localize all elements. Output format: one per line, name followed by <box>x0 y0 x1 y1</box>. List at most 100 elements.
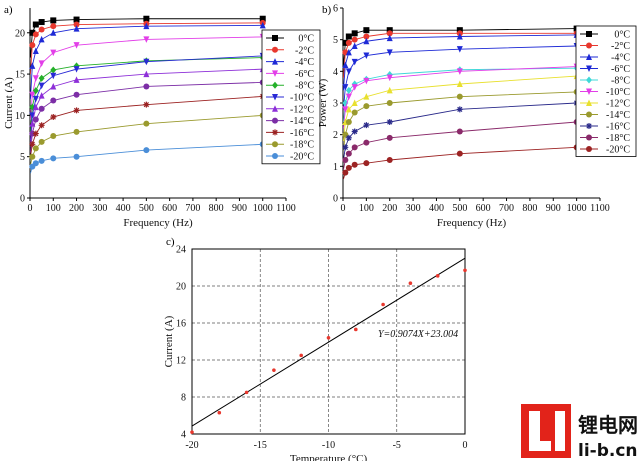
legend-marker <box>272 129 278 136</box>
legend-marker <box>272 105 278 112</box>
data-point <box>29 91 36 99</box>
legend-marker <box>586 146 592 152</box>
x-tick-label: 700 <box>185 203 200 214</box>
legend-marker <box>272 70 278 77</box>
data-point <box>386 119 393 125</box>
data-point <box>342 106 349 113</box>
legend-entry: -8°C <box>295 81 314 92</box>
legend-entry: -12°C <box>606 99 630 110</box>
data-point <box>326 336 331 340</box>
legend-entry: -2°C <box>611 41 630 52</box>
data-point <box>272 368 276 372</box>
data-point <box>29 120 36 127</box>
y-tick-label: 20 <box>15 28 25 39</box>
data-point <box>342 169 349 176</box>
panel-c-label: c) <box>166 236 175 248</box>
y-tick-label: 0 <box>333 194 338 205</box>
y-tick-label: 0 <box>20 194 25 205</box>
legend-marker <box>586 65 592 72</box>
y-tick-label: 3 <box>333 99 338 110</box>
x-tick-label: 800 <box>522 203 537 214</box>
data-point <box>463 268 467 273</box>
y-axis-title: Power (W) <box>317 78 329 127</box>
data-point <box>73 76 80 83</box>
data-point <box>342 39 349 46</box>
data-point <box>50 133 57 140</box>
data-point <box>32 145 39 152</box>
li-b-logo: 锂电网 li-b.cn <box>521 404 638 461</box>
data-point <box>29 112 36 119</box>
data-point <box>32 95 39 103</box>
data-point <box>345 119 352 125</box>
x-tick-label: 200 <box>69 203 84 214</box>
legend-entry: 0°C <box>298 34 314 45</box>
data-point <box>73 91 80 98</box>
x-tick-label: -10 <box>322 440 335 451</box>
data-point <box>456 128 463 135</box>
legend-entry: -20°C <box>606 145 630 156</box>
data-point <box>29 153 36 160</box>
data-point <box>456 80 463 87</box>
data-point <box>456 33 463 40</box>
legend-entry: -12°C <box>290 104 314 115</box>
data-point <box>345 68 352 75</box>
x-tick-label: 0 <box>463 440 468 451</box>
legend-entry: -8°C <box>611 76 630 87</box>
legend-marker <box>586 111 592 118</box>
legend-entry: -16°C <box>606 122 630 133</box>
data-point <box>363 103 370 110</box>
legend-entry: -16°C <box>290 128 314 139</box>
y-tick-label: 15 <box>15 70 25 81</box>
y-axis-title: Current (A) <box>163 315 175 367</box>
data-point <box>345 150 352 157</box>
data-point <box>190 430 194 434</box>
data-point <box>386 49 393 56</box>
y-tick-label: 4 <box>333 67 338 78</box>
data-point <box>363 122 370 129</box>
data-point <box>38 157 45 164</box>
data-point <box>143 58 150 66</box>
data-point <box>50 72 57 80</box>
x-tick-label: 900 <box>232 203 247 214</box>
legend-marker <box>586 76 592 84</box>
logo-chinese-text: 锂电网 <box>578 413 638 437</box>
data-point <box>386 134 393 141</box>
legend-entry: -2°C <box>295 45 314 56</box>
y-tick-label: 12 <box>176 356 186 367</box>
data-point <box>50 49 57 57</box>
data-point <box>342 144 349 151</box>
x-tick-label: 1100 <box>590 203 610 214</box>
data-point <box>38 26 45 33</box>
x-tick-label: 400 <box>116 203 131 214</box>
data-point <box>345 86 352 94</box>
data-point <box>143 36 150 43</box>
legend-marker <box>586 123 592 129</box>
series-line-3 <box>343 45 577 110</box>
legend-entry: -18°C <box>290 140 314 151</box>
data-point <box>363 52 370 59</box>
x-tick-label: 200 <box>382 203 397 214</box>
data-point <box>73 153 80 160</box>
data-point <box>32 160 39 167</box>
series-line-7 <box>343 91 577 151</box>
data-point <box>244 390 249 395</box>
data-point <box>386 74 393 82</box>
data-point <box>386 34 393 42</box>
data-point <box>456 27 463 34</box>
logo-glyph-bar-1 <box>529 411 540 451</box>
legend-marker <box>272 153 278 159</box>
data-point <box>342 84 349 91</box>
data-point <box>408 281 413 286</box>
logo-glyph-bar-2 <box>555 411 565 451</box>
data-point <box>386 100 393 106</box>
data-point <box>73 107 80 114</box>
data-point <box>50 17 57 24</box>
data-point <box>38 82 45 90</box>
x-tick-label: 100 <box>46 203 61 214</box>
fit-equation: Y=0.9074X+23.004 <box>378 329 458 340</box>
x-tick-label: 100 <box>359 203 374 214</box>
x-tick-label: 1000 <box>253 203 273 214</box>
data-point <box>32 75 39 82</box>
data-point <box>363 160 370 167</box>
